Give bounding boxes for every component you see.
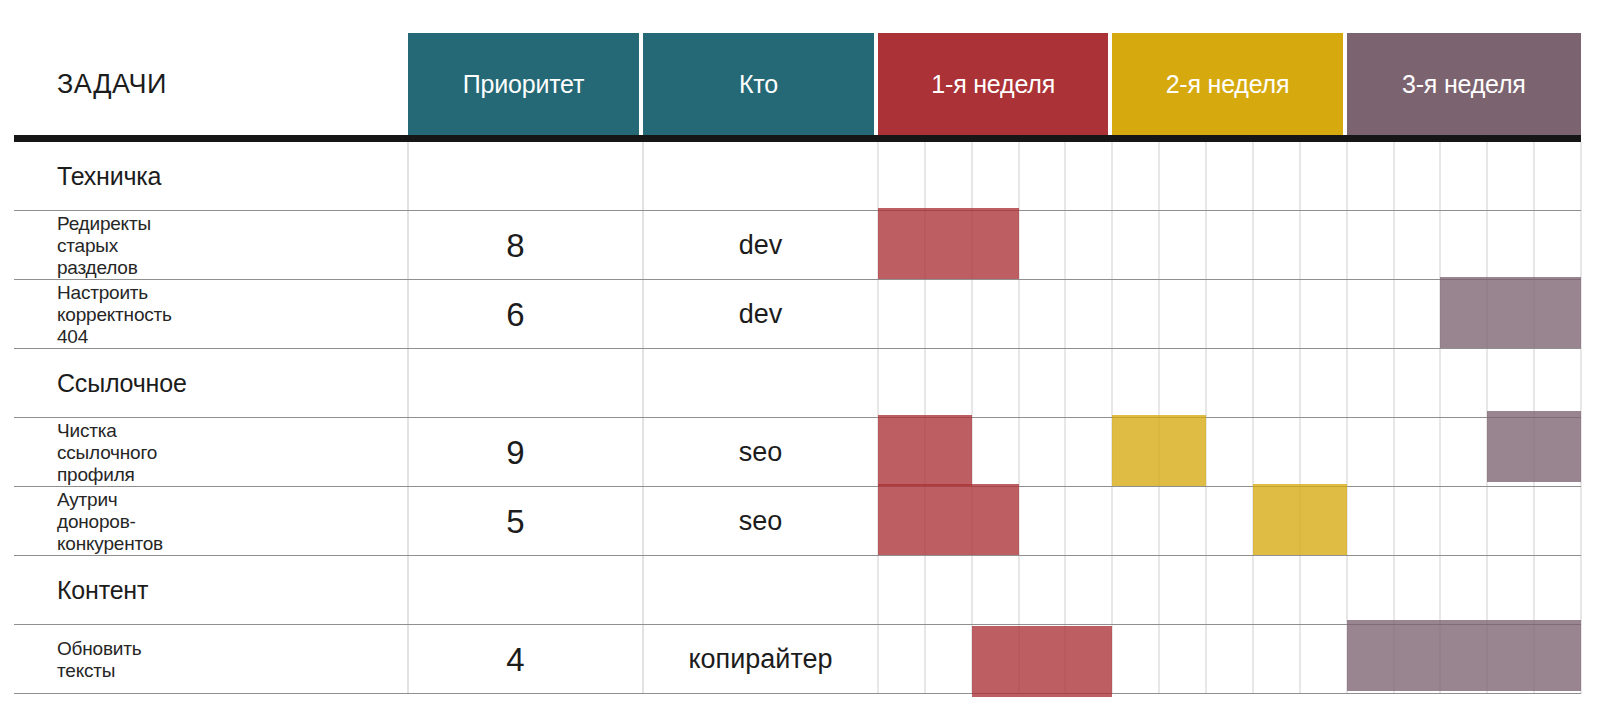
section-row-label[interactable]: Техничка [57, 142, 161, 211]
gantt-bar-week1[interactable] [972, 626, 1113, 697]
day-gridline [1252, 142, 1254, 694]
task-name-cell[interactable]: Чистка ссылочного профиля [57, 418, 157, 487]
column-header-priority: Приоритет [408, 33, 639, 135]
priority-cell[interactable]: 5 [408, 487, 623, 556]
day-gridline [1346, 142, 1348, 694]
column-header-label: Приоритет [463, 70, 585, 99]
task-name-cell[interactable]: Редиректы старых разделов [57, 211, 151, 280]
section-row-label[interactable]: Ссылочное [57, 349, 187, 418]
column-header-label: 2-я неделя [1166, 70, 1290, 99]
priority-cell[interactable]: 6 [408, 280, 623, 349]
task-name-cell[interactable]: Обновить тексты [57, 625, 141, 694]
task-name-cell[interactable]: Аутрич доноров-конкурентов [57, 487, 163, 556]
priority-cell[interactable]: 8 [408, 211, 623, 280]
column-header-label: Кто [739, 70, 778, 99]
column-header-week3: 3-я неделя [1347, 33, 1581, 135]
column-header-who: Кто [643, 33, 874, 135]
who-cell[interactable]: seo [643, 418, 878, 487]
who-cell[interactable]: seo [643, 487, 878, 556]
gantt-bar-week3[interactable] [1487, 411, 1581, 482]
day-gridline [1393, 142, 1395, 694]
day-gridline [1299, 142, 1301, 694]
section-row-label[interactable]: Контент [57, 556, 148, 625]
gantt-bar-week2[interactable] [1112, 415, 1206, 486]
gantt-bar-week3[interactable] [1347, 620, 1581, 691]
column-header-week1: 1-я неделя [878, 33, 1108, 135]
tasks-column-header: ЗАДАЧИ [57, 33, 167, 135]
day-gridline [1064, 142, 1066, 694]
gantt-bar-week1[interactable] [878, 415, 972, 486]
task-name-cell[interactable]: Настроить корректность 404 [57, 280, 172, 349]
column-header-label: 3-я неделя [1402, 70, 1526, 99]
column-header-week2: 2-я неделя [1112, 33, 1342, 135]
who-cell[interactable]: dev [643, 211, 878, 280]
gantt-bar-week1[interactable] [878, 208, 1019, 279]
priority-cell[interactable]: 9 [408, 418, 623, 487]
day-gridline [1439, 142, 1441, 694]
priority-cell[interactable]: 4 [408, 625, 623, 694]
gantt-bar-week1[interactable] [878, 484, 1019, 555]
gantt-bar-week3[interactable] [1440, 277, 1581, 348]
who-cell[interactable]: dev [643, 280, 878, 349]
who-cell[interactable]: копирайтер [643, 625, 878, 694]
gantt-table: ЗАДАЧИ Приоритет Кто 1-я неделя 2-я неделя 3… [0, 0, 1605, 712]
column-header-label: 1-я неделя [931, 70, 1055, 99]
header-underline [14, 135, 1581, 142]
gantt-bar-week2[interactable] [1253, 484, 1347, 555]
